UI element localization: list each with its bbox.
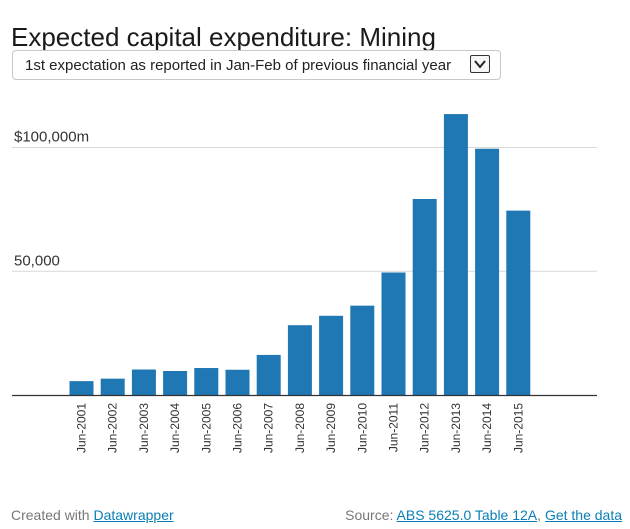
footer-separator: , [537, 507, 542, 523]
x-tick-label: Jun-2006 [231, 403, 245, 453]
x-tick-label: Jun-2001 [75, 403, 89, 453]
bar [287, 325, 312, 395]
dropdown-selected-value: 1st expectation as reported in Jan-Feb o… [25, 57, 452, 74]
bar [506, 210, 531, 395]
x-tick-label: Jun-2008 [293, 403, 307, 453]
x-tick-label: Jun-2002 [106, 403, 120, 453]
x-tick-label: Jun-2003 [137, 403, 151, 453]
created-with-text: Created with [11, 507, 90, 523]
y-tick-label: $100,000m [14, 129, 89, 146]
source-label: Source: [345, 507, 394, 523]
x-tick-label: Jun-2011 [387, 403, 401, 452]
bar [225, 369, 250, 395]
x-tick-label: Jun-2007 [262, 403, 276, 453]
x-tick-label: Jun-2004 [168, 403, 182, 453]
x-tick-label: Jun-2010 [355, 403, 369, 453]
bar [256, 354, 281, 395]
series-dropdown[interactable]: 1st expectation as reported in Jan-Feb o… [12, 50, 501, 80]
x-tick-label: Jun-2005 [199, 403, 213, 453]
footer-credit: Created with Datawrapper [11, 507, 174, 523]
bar [69, 381, 94, 395]
bar [131, 369, 156, 395]
get-the-data-link[interactable]: Get the data [544, 507, 622, 523]
bar-chart: $100,000m 50,000 Jun-2001 Jun-2002 Jun-2003 J… [12, 114, 597, 453]
bar [194, 368, 219, 395]
footer-source: Source: ABS 5625.0 Table 12A, Get the da… [345, 507, 622, 523]
x-tick-label: Jun-2009 [324, 403, 338, 453]
bar [412, 198, 437, 395]
x-tick-label: Jun-2013 [449, 403, 463, 453]
source-link[interactable]: ABS 5625.0 Table 12A [396, 507, 538, 523]
chart-title: Expected capital expenditure: Mining [11, 22, 436, 53]
x-tick-label: Jun-2015 [511, 403, 525, 453]
bar [350, 305, 375, 395]
x-tick-label: Jun-2014 [480, 403, 494, 453]
datawrapper-link[interactable]: Datawrapper [93, 507, 174, 523]
bar [475, 148, 500, 395]
bar [319, 315, 344, 395]
bar [443, 114, 468, 396]
y-tick-label: 50,000 [14, 252, 60, 269]
bar [100, 378, 125, 395]
chevron-down-icon[interactable] [470, 55, 490, 73]
bar [163, 370, 188, 395]
bar [381, 272, 406, 395]
x-tick-label: Jun-2012 [418, 403, 432, 453]
